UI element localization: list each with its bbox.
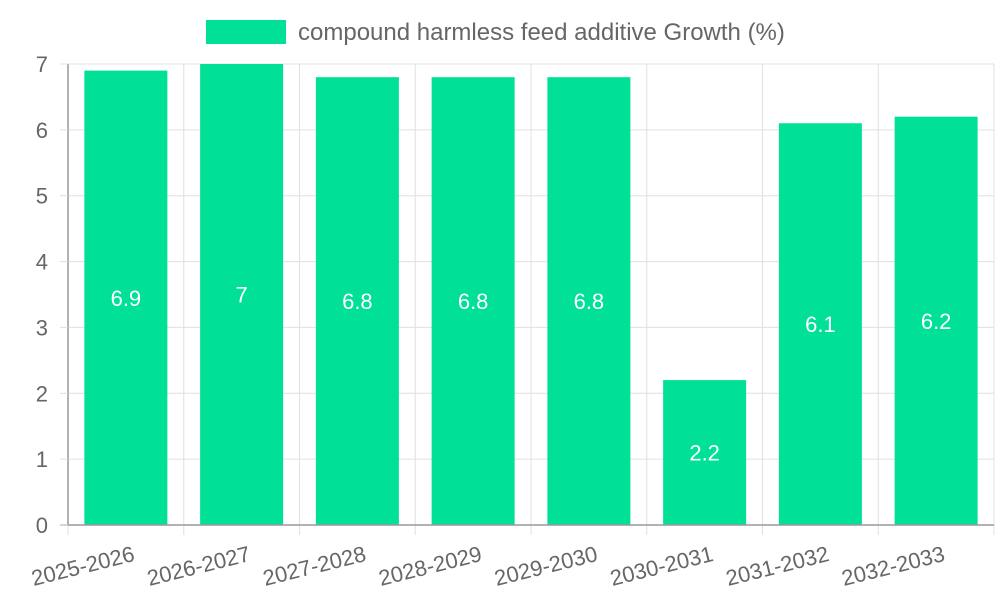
y-tick-label: 5 — [36, 184, 48, 209]
x-tick-label: 2032-2033 — [839, 541, 947, 591]
y-tick-label: 0 — [36, 513, 48, 538]
bar-value-label: 6.1 — [805, 312, 836, 337]
y-tick-label: 3 — [36, 315, 48, 340]
bar-2027-2028[interactable] — [315, 77, 399, 526]
y-tick-label: 2 — [36, 381, 48, 406]
y-tick-label: 7 — [36, 52, 48, 77]
bar-2030-2031[interactable] — [663, 380, 747, 525]
bar-value-label: 6.2 — [921, 309, 952, 334]
x-tick-label: 2029-2030 — [492, 541, 600, 591]
data-labels: 6.9 7 6.8 6.8 6.8 2.2 6.1 6.2 — [111, 283, 952, 466]
bar-2029-2030[interactable] — [547, 77, 631, 526]
axes — [60, 64, 994, 526]
bar-value-label: 6.9 — [111, 286, 142, 311]
legend[interactable]: compound harmless feed additive Growth (… — [206, 19, 785, 46]
bar-2025-2026[interactable] — [84, 70, 168, 525]
x-axis-ticks: 2025-2026 2026-2027 2027-2028 2028-2029 2029… — [29, 541, 947, 591]
legend-swatch — [206, 20, 286, 44]
y-tick-label: 4 — [36, 250, 48, 275]
bar-2032-2033[interactable] — [894, 116, 978, 525]
bars — [84, 64, 978, 526]
x-tick-label: 2025-2026 — [29, 541, 137, 591]
bar-2028-2029[interactable] — [431, 77, 515, 526]
bar-2026-2027[interactable] — [200, 64, 284, 525]
x-tick-label: 2026-2027 — [145, 541, 253, 591]
x-tick-label: 2027-2028 — [260, 541, 368, 591]
x-tick-label: 2030-2031 — [608, 541, 716, 591]
bar-value-label: 6.8 — [574, 289, 605, 314]
y-tick-label: 6 — [36, 118, 48, 143]
bar-value-label: 2.2 — [689, 441, 720, 466]
y-axis-ticks: 0 1 2 3 4 5 6 7 — [36, 52, 68, 538]
bar-value-label: 7 — [236, 283, 248, 308]
bar-2031-2032[interactable] — [778, 123, 862, 526]
x-tick-label: 2028-2029 — [376, 541, 484, 591]
bar-value-label: 6.8 — [342, 289, 373, 314]
legend-label: compound harmless feed additive Growth (… — [298, 19, 785, 46]
x-tick-label: 2031-2032 — [723, 541, 831, 591]
y-tick-label: 1 — [36, 447, 48, 472]
bar-value-label: 6.8 — [458, 289, 489, 314]
